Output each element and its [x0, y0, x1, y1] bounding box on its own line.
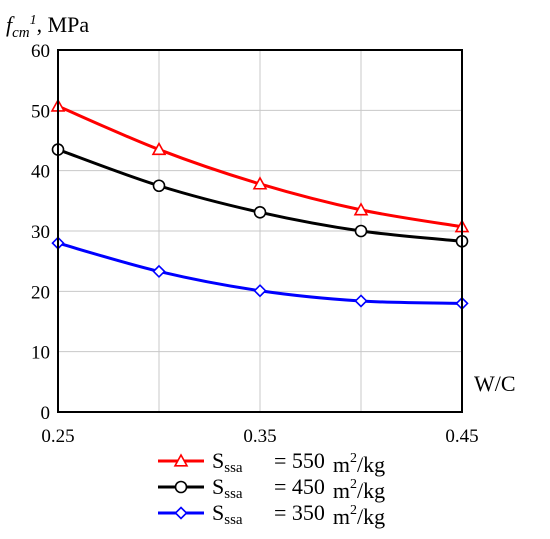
legend-subscript: ssa [224, 460, 243, 476]
legend-label: Sssa = 450 m2/kg [212, 474, 385, 503]
x-axis-title: W/C [474, 371, 516, 396]
data-point-diamond [354, 294, 368, 308]
data-point-triangle [151, 141, 167, 156]
legend-unit-sup: 2 [350, 503, 357, 518]
legend-item: Sssa = 550 m2/kg [158, 448, 385, 477]
legend-unit: m [333, 478, 350, 503]
y-axis-unit: , MPa [37, 12, 90, 37]
legend-subscript: ssa [224, 486, 243, 502]
tick-label-layer: 0 10 20 30 40 50 60 0.25 0.35 0.45 [31, 41, 479, 447]
y-tick-label: 0 [41, 403, 51, 424]
legend-label: Sssa = 350 m2/kg [212, 500, 385, 529]
legend-label: Sssa = 550 m2/kg [212, 448, 385, 477]
series-triangle [50, 98, 470, 233]
y-tick-label: 20 [31, 282, 50, 303]
legend-unit-tail: /kg [357, 452, 385, 477]
legend-unit: m [333, 504, 350, 529]
data-point-triangle [353, 202, 369, 216]
legend-marker-triangle [173, 453, 189, 467]
y-axis-subscript: cm [12, 25, 30, 41]
legend-unit: m [333, 452, 350, 477]
series-diamond [51, 236, 469, 311]
legend-unit-tail: /kg [357, 504, 385, 529]
y-tick-label: 50 [31, 101, 50, 122]
legend-subscript: ssa [224, 512, 243, 528]
legend-unit-sup: 2 [350, 477, 357, 492]
y-axis-superscript: 1 [30, 13, 37, 28]
y-axis-title: fcm1, MPa [6, 12, 89, 41]
y-tick-label: 10 [31, 343, 50, 364]
legend-marker-diamond [174, 506, 188, 520]
legend-symbol: S [212, 500, 224, 525]
y-axis-symbol: f [6, 12, 15, 37]
legend-item: Sssa = 450 m2/kg [158, 474, 385, 503]
y-tick-label: 30 [31, 222, 50, 243]
data-point-triangle [252, 176, 268, 190]
y-tick-label: 40 [31, 162, 50, 183]
legend-symbol: S [212, 474, 224, 499]
legend-marker-circle [174, 480, 188, 494]
data-point-circle [253, 205, 267, 219]
legend-item: Sssa = 350 m2/kg [158, 500, 385, 529]
x-tick-label: 0.45 [445, 426, 478, 447]
legend-unit-tail: /kg [357, 478, 385, 503]
plot-frame [57, 49, 463, 413]
y-tick-label: 60 [31, 41, 50, 62]
legend-unit-sup: 2 [350, 451, 357, 466]
legend-value: = 450 [274, 474, 325, 499]
legend-value: = 350 [274, 500, 325, 525]
x-tick-label: 0.35 [243, 426, 276, 447]
data-point-diamond [253, 284, 267, 298]
data-point-circle [354, 224, 368, 238]
data-point-circle [152, 179, 166, 193]
legend-symbol: S [212, 448, 224, 473]
grid-layer [57, 49, 463, 413]
legend-value: = 550 [274, 448, 325, 473]
x-tick-label: 0.25 [41, 426, 74, 447]
data-point-diamond [152, 264, 166, 279]
